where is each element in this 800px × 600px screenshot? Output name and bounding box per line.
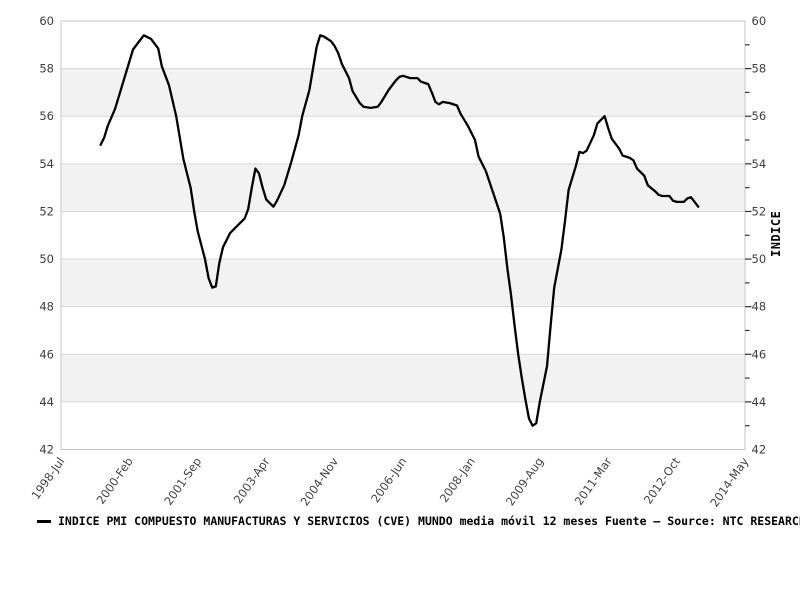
x-tick-label: 2012-Oct	[641, 454, 684, 506]
y-tick-label-right: 46	[752, 347, 767, 361]
y-tick-label-left: 42	[39, 443, 54, 457]
x-tick-label: 2001-Sep	[161, 455, 204, 508]
y-tick-label-left: 46	[39, 347, 54, 361]
legend: INDICE PMI COMPUESTO MANUFACTURAS Y SERV…	[37, 511, 800, 531]
y-tick-label-right: 48	[752, 300, 767, 314]
y-tick-label-right: 58	[752, 62, 767, 76]
y-tick-label-left: 50	[39, 252, 54, 266]
shaded-band	[61, 163, 745, 212]
y-tick-label-right: 54	[752, 157, 767, 171]
x-tick-label: 2011-Mar	[572, 454, 615, 507]
y-tick-label-right: 50	[752, 252, 767, 266]
legend-label: INDICE PMI COMPUESTO MANUFACTURAS Y SERV…	[58, 514, 800, 528]
y-tick-label-right: 52	[752, 204, 767, 218]
shaded-band	[61, 354, 745, 402]
right-axis-title: INDICE	[769, 211, 783, 257]
x-tick-label: 2008-Jan	[437, 455, 478, 505]
series-line	[99, 34, 700, 427]
x-tick-label: 2009-Aug	[503, 455, 546, 509]
y-tick-label-left: 60	[39, 14, 54, 28]
x-tick-label: 2000-Feb	[94, 455, 136, 507]
y-tick-label-right: 42	[752, 443, 767, 457]
shaded-band	[61, 259, 745, 307]
y-tick-label-left: 52	[39, 204, 54, 218]
y-tick-label-left: 58	[39, 62, 54, 76]
y-tick-label-left: 56	[39, 109, 54, 123]
y-tick-label-right: 60	[752, 14, 767, 28]
x-tick-label: 2003-Apr	[231, 454, 273, 506]
x-tick-label: 2004-Nov	[298, 455, 342, 509]
y-tick-label-left: 54	[39, 157, 54, 171]
pmi-line-chart: 42 42 44 44 46 46 48 48 50 50 52 52 54 54 56 56 58 58 60 60…	[28, 14, 783, 510]
x-tick-label: 2014-May	[707, 455, 751, 510]
x-tick-label: 2006-Jun	[368, 455, 409, 506]
y-tick-label-right: 44	[752, 395, 767, 409]
y-tick-label-left: 44	[39, 395, 54, 409]
legend-line-swatch	[37, 519, 51, 523]
y-tick-label-left: 48	[39, 300, 54, 314]
x-tick-label: 1998-Jul	[28, 455, 67, 502]
y-tick-label-right: 56	[752, 109, 767, 123]
